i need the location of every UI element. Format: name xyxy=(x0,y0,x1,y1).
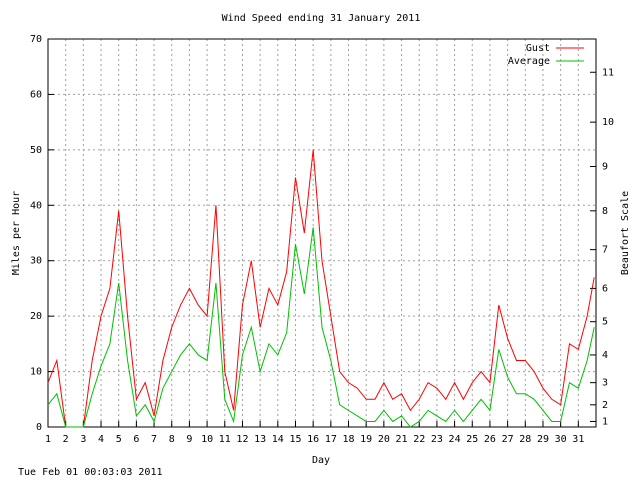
x-tick-label: 25 xyxy=(466,434,478,445)
y-tick-label: 10 xyxy=(30,367,42,378)
x-tick-label: 5 xyxy=(116,434,122,445)
y2-tick-label: 8 xyxy=(602,206,608,217)
x-tick-label: 16 xyxy=(307,434,319,445)
y2-tick-label: 3 xyxy=(602,378,608,389)
y2-axis-label: Beaufort Scale xyxy=(620,191,631,275)
x-tick-label: 19 xyxy=(360,434,372,445)
x-tick-label: 11 xyxy=(219,434,231,445)
footer: Tue Feb 01 00:03:03 2011 xyxy=(18,467,163,478)
y2-tick-label: 7 xyxy=(602,245,608,256)
x-tick-label: 28 xyxy=(519,434,531,445)
plot-frame xyxy=(47,38,597,428)
x-tick-label: 9 xyxy=(186,434,192,445)
x-tick-label: 6 xyxy=(133,434,139,445)
x-tick-label: 4 xyxy=(98,434,104,445)
x-axis-label: Day xyxy=(312,455,330,466)
y-tick-label: 60 xyxy=(30,89,42,100)
series-line xyxy=(47,149,595,428)
x-tick-label: 21 xyxy=(396,434,408,445)
x-tick-label: 24 xyxy=(449,434,461,445)
x-tick-label: 10 xyxy=(201,434,213,445)
x-tick-label: 26 xyxy=(484,434,496,445)
series-line xyxy=(47,227,595,428)
x-tick-label: 20 xyxy=(378,434,390,445)
y-axis-label: Miles per Hour xyxy=(11,191,22,275)
legend-label: Average xyxy=(508,56,550,67)
x-tick-label: 1 xyxy=(45,434,51,445)
y2-tick-label: 1 xyxy=(602,416,608,427)
y2-tick-label: 10 xyxy=(602,117,614,128)
y-tick-label: 0 xyxy=(36,422,42,433)
x-tick-label: 8 xyxy=(169,434,175,445)
y-tick-label: 30 xyxy=(30,256,42,267)
x-tick-label: 23 xyxy=(431,434,443,445)
y2-tick-label: 5 xyxy=(602,317,608,328)
y-tick-label: 20 xyxy=(30,311,42,322)
y2-tick-label: 9 xyxy=(602,161,608,172)
y-tick-label: 70 xyxy=(30,34,42,45)
x-tick-label: 7 xyxy=(151,434,157,445)
x-tick-label: 22 xyxy=(413,434,425,445)
x-tick-label: 14 xyxy=(272,434,284,445)
x-tick-label: 29 xyxy=(537,434,549,445)
x-tick-label: 30 xyxy=(555,434,567,445)
x-tick-label: 3 xyxy=(80,434,86,445)
x-tick-label: 2 xyxy=(63,434,69,445)
chart-title: Wind Speed ending 31 January 2011 xyxy=(222,13,421,24)
y-tick-label: 40 xyxy=(30,200,42,211)
legend-label: Gust xyxy=(526,43,550,54)
y-tick-label: 50 xyxy=(30,145,42,156)
y2-tick-label: 2 xyxy=(602,400,608,411)
y2-tick-label: 4 xyxy=(602,350,608,361)
y2-tick-label: 6 xyxy=(602,283,608,294)
x-tick-label: 12 xyxy=(236,434,248,445)
x-tick-label: 31 xyxy=(572,434,584,445)
x-tick-label: 27 xyxy=(502,434,514,445)
x-tick-label: 13 xyxy=(254,434,266,445)
y2-tick-label: 11 xyxy=(602,67,614,78)
x-tick-label: 18 xyxy=(342,434,354,445)
x-tick-label: 17 xyxy=(325,434,337,445)
x-tick-label: 15 xyxy=(289,434,301,445)
